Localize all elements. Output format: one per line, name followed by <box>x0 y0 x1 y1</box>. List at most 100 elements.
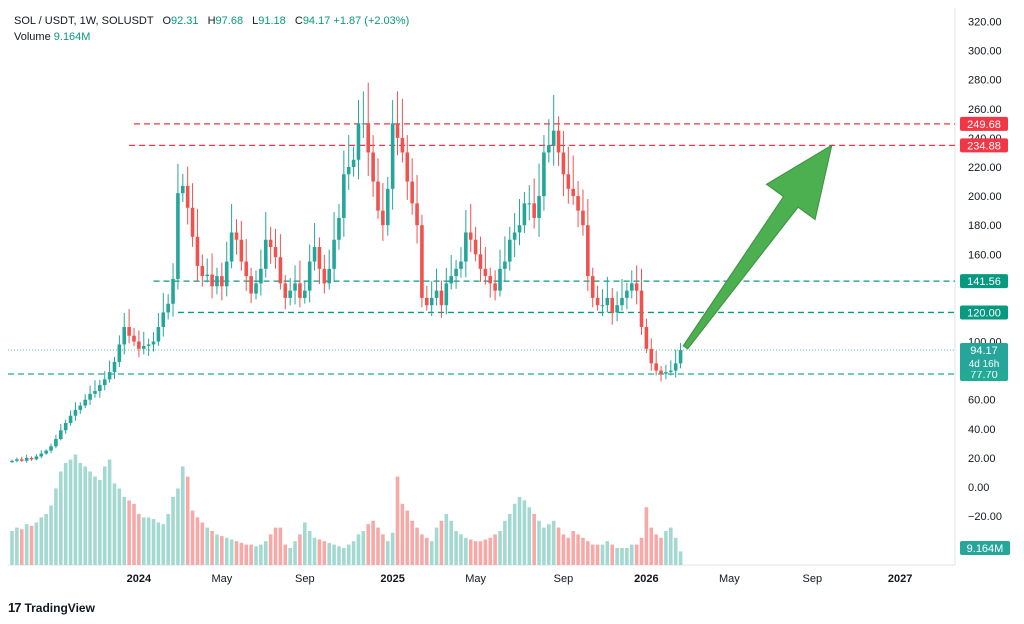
low-value: 91.18 <box>258 15 286 27</box>
y-tick-label: 220.00 <box>968 162 1002 174</box>
volume-bar <box>224 537 229 565</box>
volume-label: Volume <box>14 31 51 43</box>
candlesticks[interactable] <box>10 82 683 463</box>
volume-bar <box>317 539 322 565</box>
candle-body <box>229 232 234 262</box>
price-axis[interactable]: 320.00300.00280.00260.00240.00220.00200.… <box>968 17 1002 524</box>
level-badge-label: 249.68 <box>967 119 1001 131</box>
candle-body <box>673 363 678 371</box>
volume-bar <box>586 541 590 565</box>
volume-bar <box>464 537 468 565</box>
level-badge <box>960 116 1008 131</box>
volume-bar <box>654 534 658 565</box>
candle-body <box>586 225 590 277</box>
volume-bar <box>478 541 483 565</box>
volume-bar <box>356 534 361 565</box>
candle-body <box>439 290 444 306</box>
volume-bar <box>210 531 214 565</box>
candle-body <box>156 327 161 342</box>
x-tick-label: May <box>211 573 232 585</box>
candle-body <box>332 239 336 269</box>
candle-body <box>283 283 288 298</box>
legend-volume: Volume 9.164M <box>14 31 90 43</box>
volume-bar <box>288 548 292 565</box>
x-tick-label: 2024 <box>127 573 152 585</box>
x-tick-label: Sep <box>803 573 823 585</box>
candle-body <box>385 188 390 226</box>
level-badge-label: 234.88 <box>967 140 1001 152</box>
candle-body <box>400 137 405 153</box>
candle-body <box>493 283 497 291</box>
candle-body <box>39 453 44 457</box>
volume-bar <box>420 534 424 565</box>
volume-bar <box>29 525 34 565</box>
volume-bar <box>547 524 551 565</box>
volume-bar <box>517 497 522 565</box>
tradingview-logo[interactable]: 17 TradingView <box>8 600 95 615</box>
candle-body <box>561 152 566 175</box>
candle-body <box>127 327 131 336</box>
y-tick-label: 0.00 <box>968 482 989 494</box>
y-tick-label: 320.00 <box>968 17 1002 29</box>
volume-bar <box>327 542 331 565</box>
volume-bar <box>54 488 58 565</box>
candle-body <box>342 174 346 218</box>
volume-bar <box>439 520 444 565</box>
candle-body <box>268 239 273 248</box>
candle-body <box>122 327 127 345</box>
volume-bar <box>83 466 87 565</box>
candle-body <box>464 232 468 262</box>
y-tick-label: 40.00 <box>968 424 996 436</box>
time-axis[interactable]: 2024 May Sep 2025 May Sep 2026 May Sep 2027 <box>127 573 913 585</box>
volume-bar <box>39 517 44 565</box>
volume-bar <box>600 544 605 565</box>
candle-body <box>639 290 644 328</box>
candle-body <box>473 239 478 255</box>
volume-bar <box>195 517 200 565</box>
price-badges: 249.68 234.88 141.56 120.00 77.70 94.17 4d 16h… <box>960 116 1010 555</box>
volume-bar <box>107 459 112 565</box>
bullish-arrow-annotation[interactable] <box>682 144 833 350</box>
volume-bar <box>512 503 517 565</box>
volume-bar <box>664 531 668 565</box>
horizontal-levels[interactable] <box>8 123 955 375</box>
level-badge-label: 120.00 <box>967 307 1001 319</box>
volume-bar <box>176 488 180 565</box>
candle-body <box>107 372 112 380</box>
volume-bar <box>161 524 166 565</box>
candle-body <box>161 312 166 328</box>
candle-body <box>317 247 322 269</box>
y-tick-label: 200.00 <box>968 191 1002 203</box>
candle-body <box>63 423 68 431</box>
candle-body <box>73 409 78 416</box>
high-value: 97.68 <box>215 15 244 27</box>
volume-bar <box>93 476 97 565</box>
candle-body <box>405 152 410 182</box>
y-tick-label: 20.00 <box>968 453 996 465</box>
level-badge <box>960 305 1008 320</box>
candle-body <box>429 297 434 306</box>
candle-body <box>10 460 14 463</box>
volume-bar <box>117 488 122 565</box>
candle-body <box>288 290 292 298</box>
candle-body <box>298 283 302 298</box>
open-value: 92.31 <box>171 15 199 27</box>
volume-bar <box>507 514 512 565</box>
candle-body <box>444 283 449 306</box>
volume-bar <box>332 544 336 565</box>
volume-bar <box>78 463 83 565</box>
tradingview-logo-icon: 17 <box>8 600 22 615</box>
high-label: H <box>207 15 216 27</box>
volume-bar <box>620 548 624 565</box>
candle-body <box>468 232 473 240</box>
y-tick-label: 300.00 <box>968 46 1002 58</box>
candle-body <box>459 261 463 269</box>
tradingview-name: TradingView <box>24 600 95 615</box>
volume-bar <box>488 537 493 565</box>
candle-body <box>644 327 649 349</box>
volume-bar <box>234 541 239 565</box>
volume-bar <box>307 531 312 565</box>
volume-bar <box>429 541 434 565</box>
candle-body <box>44 450 48 454</box>
